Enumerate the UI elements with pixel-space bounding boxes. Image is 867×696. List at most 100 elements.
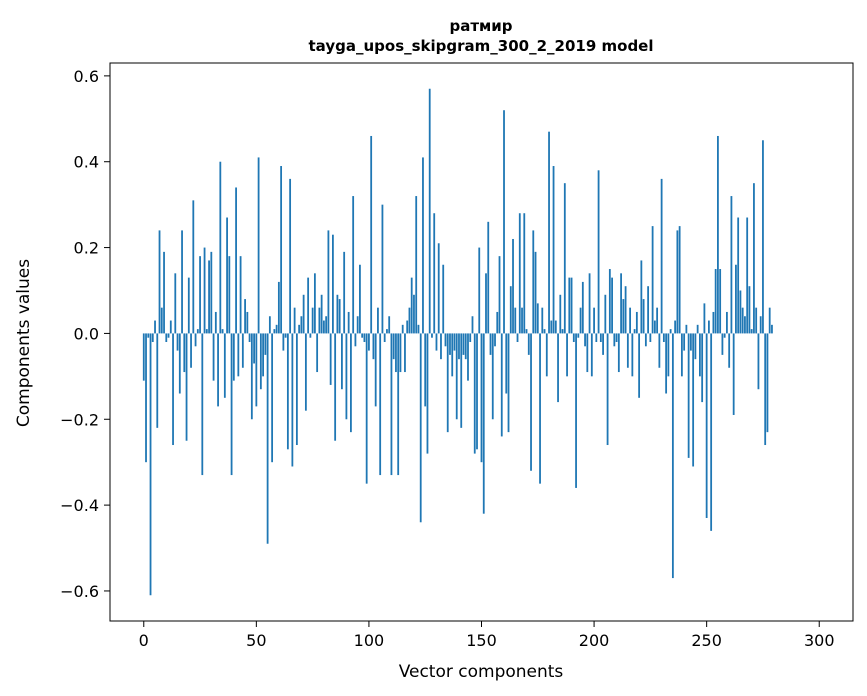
bar bbox=[563, 183, 566, 334]
bar bbox=[523, 213, 526, 334]
bar bbox=[151, 333, 154, 342]
bar bbox=[467, 333, 469, 381]
bar bbox=[701, 333, 704, 403]
bar bbox=[365, 333, 368, 484]
bar bbox=[728, 333, 731, 368]
bar bbox=[518, 213, 521, 334]
bar bbox=[345, 333, 348, 420]
bar bbox=[640, 260, 643, 334]
bar bbox=[397, 333, 400, 476]
bar bbox=[359, 264, 361, 334]
bar bbox=[554, 320, 557, 334]
bar bbox=[435, 333, 438, 351]
bar bbox=[507, 333, 510, 433]
bar bbox=[599, 333, 602, 342]
bar bbox=[300, 316, 303, 334]
bar bbox=[552, 166, 555, 334]
bar bbox=[588, 273, 591, 334]
bar bbox=[732, 333, 735, 415]
bar bbox=[674, 320, 677, 334]
bar bbox=[699, 333, 701, 377]
bar bbox=[662, 333, 665, 342]
bar bbox=[527, 333, 530, 355]
bar bbox=[183, 333, 186, 373]
bar bbox=[377, 307, 379, 334]
bar bbox=[737, 217, 740, 334]
bar bbox=[557, 333, 559, 403]
bar bbox=[228, 256, 231, 334]
bar bbox=[726, 311, 728, 334]
bar bbox=[201, 333, 204, 476]
bar bbox=[325, 316, 328, 334]
bar bbox=[361, 333, 364, 338]
bar bbox=[160, 307, 163, 334]
bar bbox=[239, 256, 242, 334]
bar bbox=[241, 333, 244, 368]
bar bbox=[595, 333, 598, 342]
bar bbox=[282, 333, 285, 351]
bar bbox=[746, 217, 749, 334]
bar bbox=[318, 307, 321, 334]
bar bbox=[647, 286, 650, 334]
x-tick-label: 0 bbox=[139, 631, 149, 650]
bar bbox=[584, 333, 586, 347]
bar bbox=[471, 316, 474, 334]
bar bbox=[451, 333, 454, 377]
bar bbox=[142, 333, 145, 381]
bar bbox=[449, 333, 451, 355]
bar bbox=[694, 333, 697, 360]
bar bbox=[343, 251, 346, 334]
bar bbox=[525, 329, 528, 334]
bar bbox=[530, 333, 532, 471]
bar bbox=[460, 333, 463, 428]
bar bbox=[250, 333, 253, 420]
bar bbox=[689, 333, 692, 351]
bar bbox=[374, 333, 377, 407]
bar bbox=[545, 333, 548, 377]
bar bbox=[199, 256, 201, 334]
bar bbox=[491, 333, 494, 420]
bar bbox=[255, 333, 258, 407]
bar bbox=[291, 333, 294, 467]
bar bbox=[710, 333, 713, 531]
bar bbox=[388, 316, 391, 334]
bar bbox=[268, 316, 271, 334]
bar bbox=[482, 333, 485, 514]
bar bbox=[579, 307, 582, 334]
bar bbox=[370, 135, 373, 334]
bar bbox=[723, 333, 726, 338]
bar bbox=[500, 333, 503, 437]
bar bbox=[759, 316, 762, 334]
bar bbox=[313, 273, 316, 334]
bar bbox=[372, 333, 375, 360]
bar bbox=[458, 333, 460, 360]
bar bbox=[289, 178, 292, 334]
bar bbox=[577, 333, 580, 338]
bar bbox=[597, 170, 600, 334]
bar bbox=[145, 333, 147, 463]
bar bbox=[275, 324, 278, 334]
bar bbox=[678, 226, 681, 334]
bar bbox=[165, 333, 168, 342]
bar bbox=[185, 333, 188, 441]
bar bbox=[392, 333, 395, 360]
bar bbox=[764, 333, 767, 446]
bar bbox=[309, 333, 312, 338]
bar bbox=[244, 299, 246, 334]
bar bbox=[379, 333, 382, 476]
bar bbox=[431, 333, 433, 338]
bar bbox=[221, 329, 224, 334]
bar bbox=[307, 277, 310, 334]
bar bbox=[334, 333, 337, 441]
bar bbox=[293, 307, 296, 334]
bar bbox=[660, 178, 663, 334]
bar bbox=[735, 264, 737, 334]
bar bbox=[755, 307, 758, 334]
bar bbox=[322, 320, 325, 334]
bar bbox=[638, 333, 641, 398]
bar bbox=[476, 333, 478, 450]
bar bbox=[437, 243, 440, 334]
bar bbox=[264, 333, 267, 355]
